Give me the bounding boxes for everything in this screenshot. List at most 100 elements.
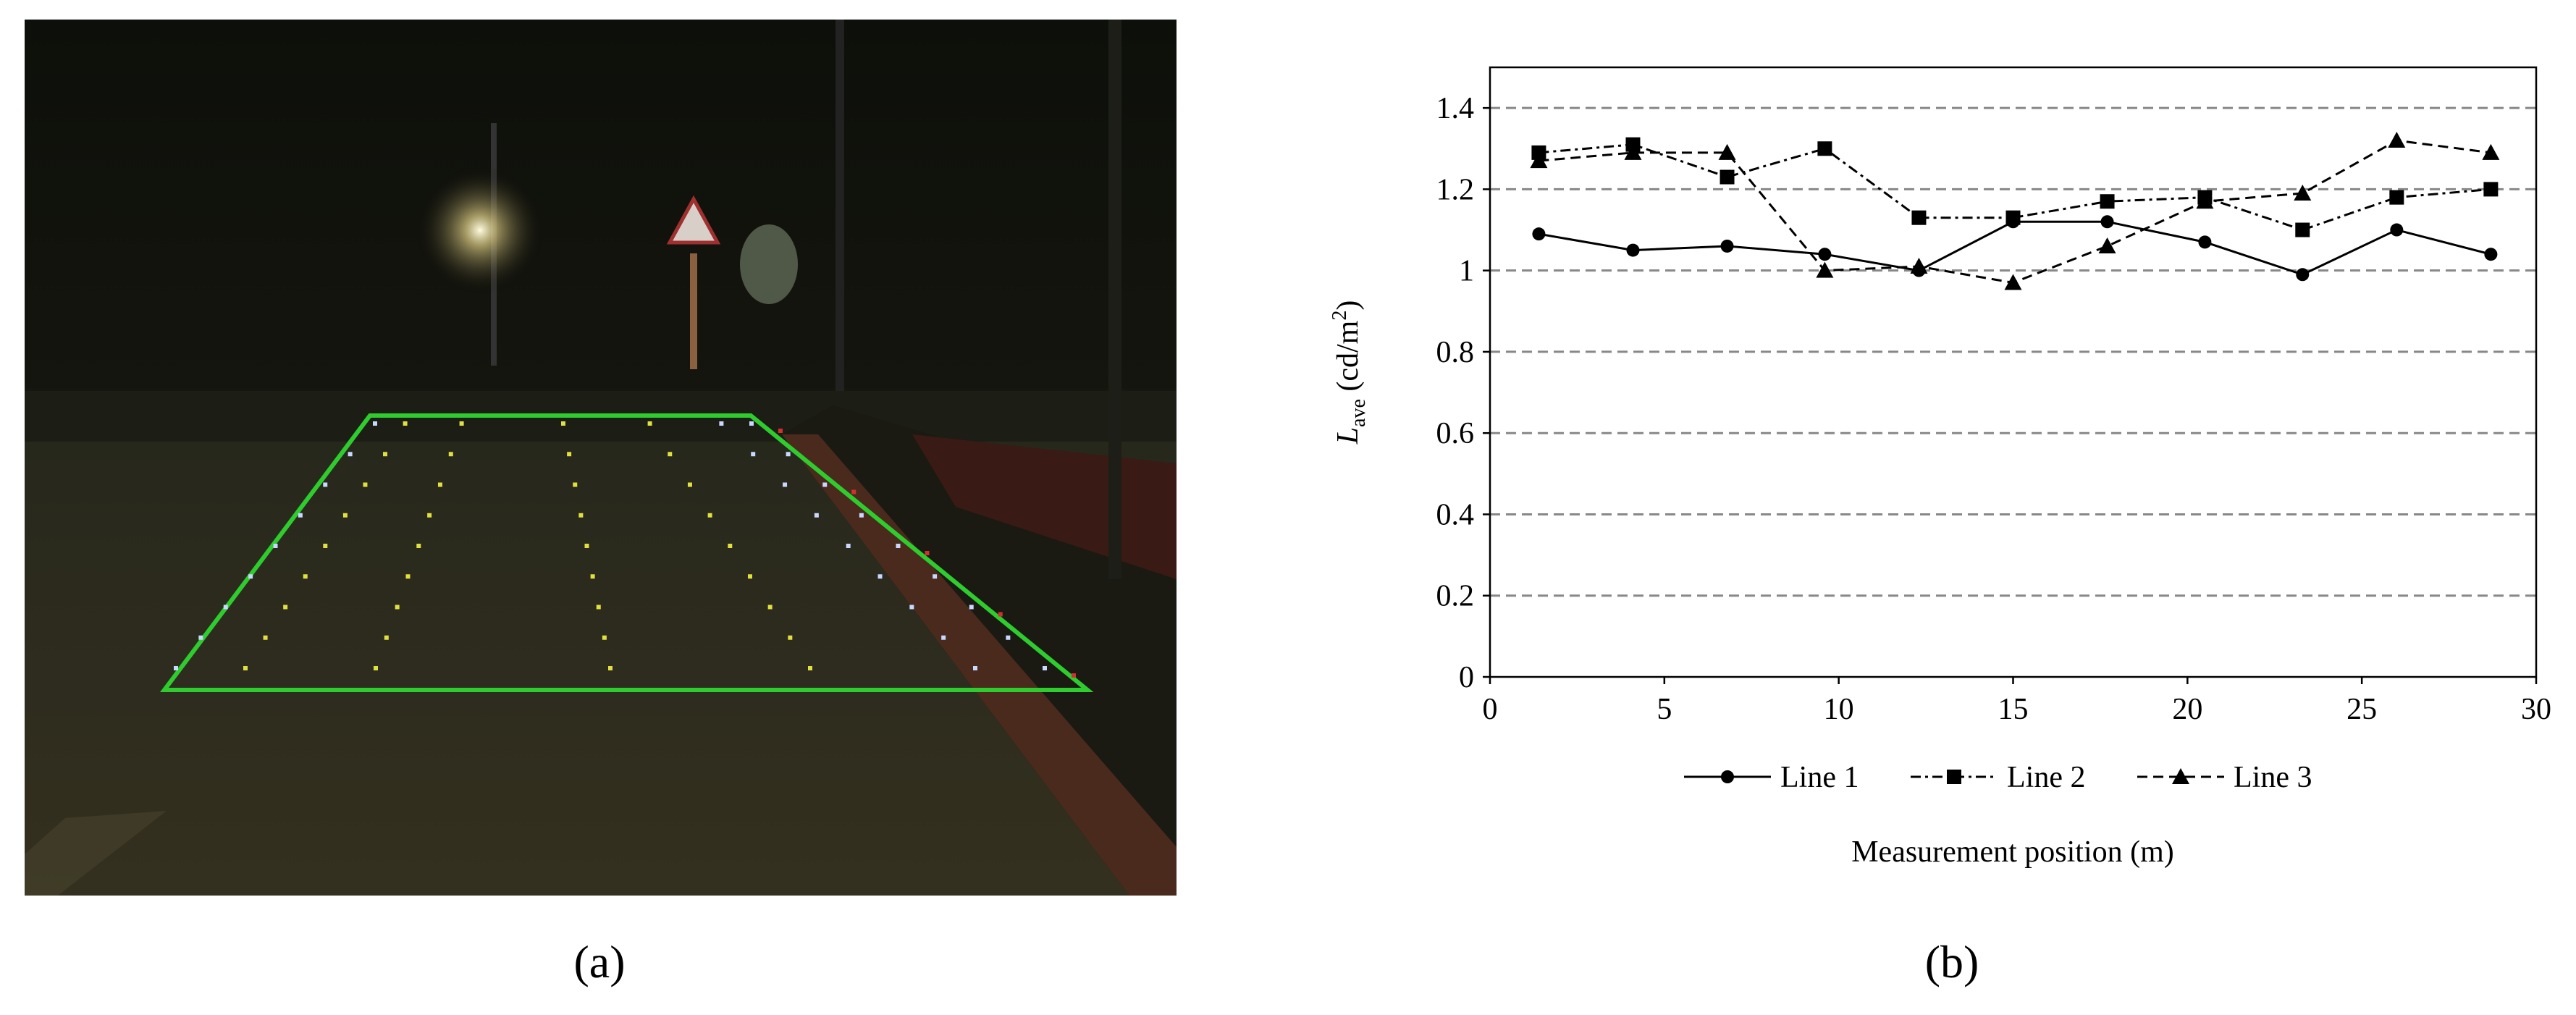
measurement-dot — [363, 482, 368, 487]
measurement-dot — [767, 605, 773, 610]
measurement-dot — [751, 452, 756, 457]
chart: 0 0.2 0.4 0.6 0.8 1 1.2 1.4 0 5 10 15 20 25 30 Line 1 Li… — [1436, 66, 2551, 794]
marker — [1532, 227, 1546, 241]
measurement-dot — [263, 635, 268, 640]
measurement-dot — [298, 513, 303, 518]
measurement-dot — [395, 605, 400, 610]
measurement-dot — [846, 544, 851, 548]
measurement-area — [160, 413, 1094, 692]
measurement-dot — [303, 574, 308, 579]
measurement-dot — [342, 513, 348, 518]
measurement-dot — [859, 513, 864, 518]
legend-marker — [2172, 768, 2189, 784]
measurement-dot — [174, 666, 178, 670]
y-tick-label: 1.4 — [1436, 92, 1475, 125]
measurement-dot — [783, 482, 788, 487]
y-tick-label: 0 — [1459, 661, 1474, 694]
marker — [2483, 182, 2499, 197]
marker — [2482, 143, 2500, 160]
marker — [1910, 258, 1928, 274]
y-tick-label: 0.4 — [1436, 498, 1475, 531]
measurement-dot — [437, 482, 442, 487]
measurement-dot — [941, 635, 946, 640]
measurement-dot — [933, 574, 938, 579]
measurement-dot — [273, 544, 278, 548]
measurement-dot — [283, 605, 288, 610]
marker — [1816, 261, 1834, 278]
measurement-dot — [373, 421, 377, 426]
legend-marker — [1721, 770, 1734, 783]
measurement-dot — [877, 574, 883, 579]
marker — [2295, 222, 2310, 237]
measurement-dot — [578, 513, 584, 518]
road-sign — [666, 195, 721, 245]
measurement-dot — [384, 635, 389, 640]
measurement-dot — [808, 666, 812, 670]
legend-label: Line 2 — [2007, 761, 2085, 794]
y-tick-label: 0.6 — [1436, 417, 1475, 450]
y-label-part: (cd/m — [1331, 320, 1365, 399]
measurement-dot — [1072, 673, 1076, 678]
measurement-dot — [778, 429, 783, 433]
measurement-dot — [405, 574, 411, 579]
y-label-part: ave — [1347, 399, 1370, 427]
marker — [2100, 194, 2115, 209]
x-tick-label: 10 — [1824, 693, 1854, 726]
y-tick-label: 1.2 — [1436, 173, 1475, 206]
measurement-points — [174, 421, 1076, 678]
marker — [1718, 143, 1736, 160]
marker — [1720, 169, 1735, 185]
measurement-dot — [567, 452, 572, 457]
measurement-dot — [590, 574, 595, 579]
marker — [2100, 215, 2114, 229]
marker — [2004, 274, 2022, 290]
measurement-dot — [747, 574, 752, 579]
curb — [782, 434, 1177, 896]
marker — [2098, 237, 2116, 253]
marker — [1624, 143, 1642, 160]
lane-marking — [25, 811, 167, 896]
street-lamp — [415, 165, 545, 295]
marker — [1817, 141, 1832, 156]
measurement-dot — [896, 544, 901, 548]
measurement-dot — [323, 544, 328, 548]
measurement-dot — [374, 666, 378, 670]
marker — [2484, 248, 2498, 261]
measurement-dot — [788, 635, 793, 640]
measurement-dot — [728, 544, 733, 548]
measurement-dot — [427, 513, 432, 518]
measurement-dot — [909, 605, 914, 610]
measurement-dot — [608, 666, 613, 670]
y-label-part: ) — [1331, 300, 1365, 311]
measurement-dot — [668, 452, 673, 457]
marker — [1530, 152, 1548, 169]
y-axis-label: Lave (cd/m2) — [1329, 300, 1370, 445]
measurement-dot — [243, 666, 248, 670]
measurement-dot — [969, 605, 974, 610]
y-label-part: L — [1331, 427, 1365, 445]
marker — [2005, 210, 2021, 225]
y-label-part: 2 — [1329, 311, 1351, 321]
measurement-dot — [822, 482, 828, 487]
measurement-dot — [749, 421, 754, 426]
marker — [2388, 132, 2406, 148]
marker — [2389, 190, 2404, 205]
marker — [2198, 235, 2212, 249]
marker — [2196, 193, 2214, 209]
measurement-dot — [851, 489, 856, 494]
measurement-dot — [602, 635, 607, 640]
plot-frame — [1489, 66, 2538, 678]
legend-label: Line 1 — [1780, 761, 1859, 794]
tree — [740, 224, 798, 304]
measurement-dot — [814, 513, 819, 518]
measurement-dot — [248, 574, 253, 579]
measurement-dot — [459, 421, 464, 426]
y-tick-label: 0.2 — [1436, 580, 1475, 613]
measurement-dot — [323, 482, 328, 487]
measurement-dot — [403, 421, 408, 426]
y-tick-label: 1 — [1459, 255, 1474, 288]
legend-label: Line 3 — [2234, 761, 2312, 794]
x-tick-label: 5 — [1657, 693, 1672, 726]
x-tick-label: 0 — [1483, 693, 1498, 726]
